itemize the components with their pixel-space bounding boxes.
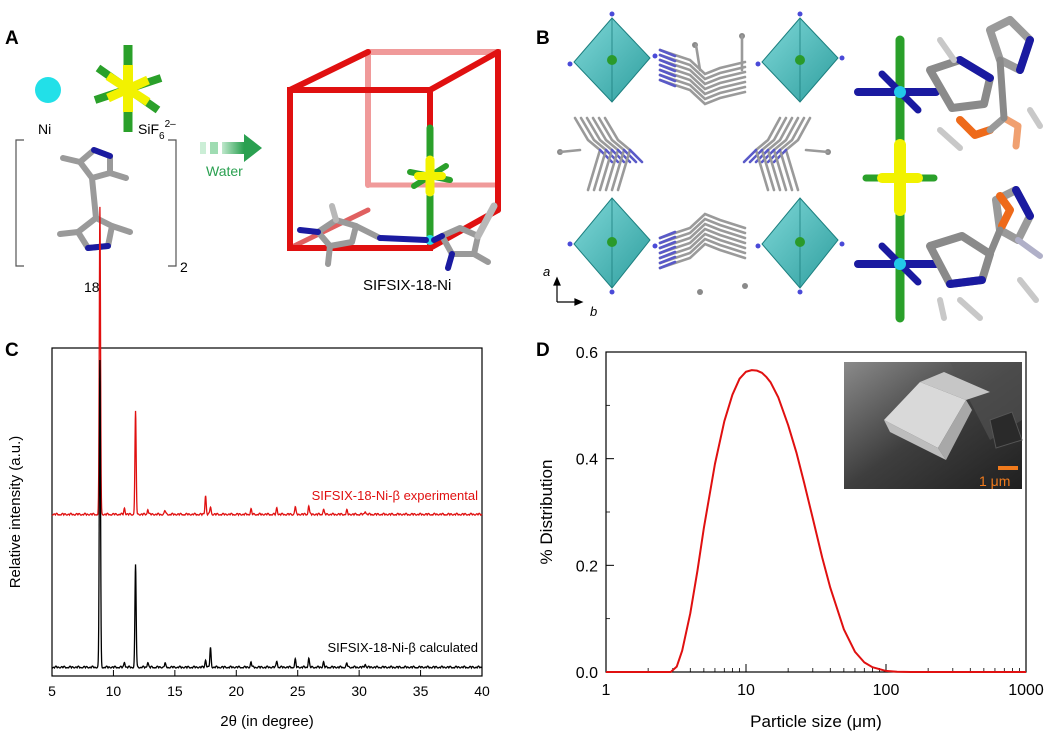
- chart-c-x-tick-label: 30: [351, 683, 367, 699]
- panel-letter-a: A: [5, 28, 19, 49]
- chart-c-series: [51, 206, 483, 670]
- corner-atoms: [567, 11, 845, 295]
- ligand-stack-left: [557, 116, 644, 192]
- chart-c-x-tick-label: 20: [228, 683, 244, 699]
- panel-letter-d: D: [536, 340, 550, 361]
- chart-d-y-tick-label: 0.0: [576, 665, 598, 682]
- sif6-molecule: [93, 45, 163, 132]
- chart-c-x-tick-label: 25: [290, 683, 306, 699]
- axis-a-label: a: [543, 264, 550, 279]
- reaction-arrow: [200, 134, 262, 162]
- sif6-octahedron-tl: [573, 17, 651, 103]
- chart-d-xlabel: Particle size (μm): [750, 712, 882, 731]
- scale-bar: [998, 466, 1018, 470]
- chart-d-y-tick-label: 0.4: [576, 452, 598, 469]
- unit-cell-cube: [287, 49, 501, 251]
- chart-d-series-line: [606, 369, 1026, 673]
- ligand-label: 18: [84, 279, 100, 295]
- chart-d-y-tick-label: 0.6: [576, 345, 598, 362]
- chart-d-x-tick-label: 1000: [1008, 682, 1044, 699]
- ligand-18: [57, 147, 133, 251]
- axis-indicator: [553, 276, 584, 306]
- panel-letter-b: B: [536, 28, 550, 49]
- ni-label: Ni: [38, 121, 51, 137]
- sif6-octahedron-tr: [761, 17, 839, 103]
- chart-d-x-tick-label: 100: [873, 682, 900, 699]
- chart-c-x-tick-label: 5: [48, 683, 56, 699]
- chart-d-x-tick-label: 1: [602, 682, 611, 699]
- chart-c-xlabel: 2θ (in degree): [220, 713, 313, 730]
- panel-c-chart: 5 10 15 20 25 30 35 40 SIFSIX-18-Ni-β experimen…: [7, 206, 490, 730]
- axis-b-label: b: [590, 304, 597, 319]
- chart-c-x-tick-label: 35: [413, 683, 429, 699]
- chart-c-series-line-0: [51, 206, 483, 517]
- ligand-stack-bottom: [658, 212, 748, 295]
- sif6-octahedron-br: [761, 197, 839, 289]
- chart-c-x-tick-label: 40: [474, 683, 490, 699]
- chart-c-series-line-1: [51, 360, 483, 670]
- chart-d-x-ticks: 1 10 100 1000: [602, 664, 1044, 699]
- chart-d-y-ticks: 0.0 0.2 0.4 0.6: [576, 345, 614, 682]
- ni-atom: [35, 77, 61, 103]
- chart-c-frame: [51, 347, 483, 677]
- chart-d-series: [606, 369, 1026, 673]
- bracket-subscript: 2: [180, 259, 188, 275]
- ligand-stack-top: [658, 33, 747, 106]
- chart-d-y-tick-label: 0.2: [576, 558, 598, 575]
- chart-c-x-ticks: 5 10 15 20 25 30 35 40: [48, 670, 490, 699]
- ligand-stack-right: [742, 116, 831, 192]
- chart-d-x-tick-label: 10: [737, 682, 755, 699]
- left-bracket: [15, 139, 24, 267]
- scale-bar-label: 1 μm: [979, 473, 1010, 489]
- chart-c-x-tick-label: 15: [167, 683, 183, 699]
- ligand-strut: [297, 202, 498, 271]
- chart-c-x-tick-label: 10: [106, 683, 122, 699]
- panel-a: Ni SiF62– 2 18: [15, 45, 501, 295]
- chart-d-ylabel: % Distribution: [537, 460, 556, 565]
- sifsix-pillar: [407, 124, 453, 245]
- panel-letter-c: C: [5, 340, 19, 361]
- chart-c-ylabel: Relative intensity (a.u.): [7, 436, 24, 589]
- sif6-octahedron-bl: [573, 197, 651, 289]
- pillar-closeup: [854, 16, 1043, 323]
- arrow-label: Water: [206, 163, 243, 179]
- panel-d-chart: 1 10 100 1000 0.0 0.2 0.4 0.6 Particle size (μ…: [537, 345, 1044, 731]
- sif6-label: SiF62–: [138, 119, 176, 142]
- sem-inset: 1 μm: [844, 362, 1023, 489]
- panel-b: a b: [543, 11, 1043, 323]
- chart-c-series-label-calculated: SIFSIX-18-Ni-β calculated: [327, 640, 478, 655]
- chart-c-series-label-experimental: SIFSIX-18-Ni-β experimental: [312, 488, 479, 503]
- product-label: SIFSIX-18-Ni: [363, 277, 451, 294]
- right-bracket: [168, 139, 177, 267]
